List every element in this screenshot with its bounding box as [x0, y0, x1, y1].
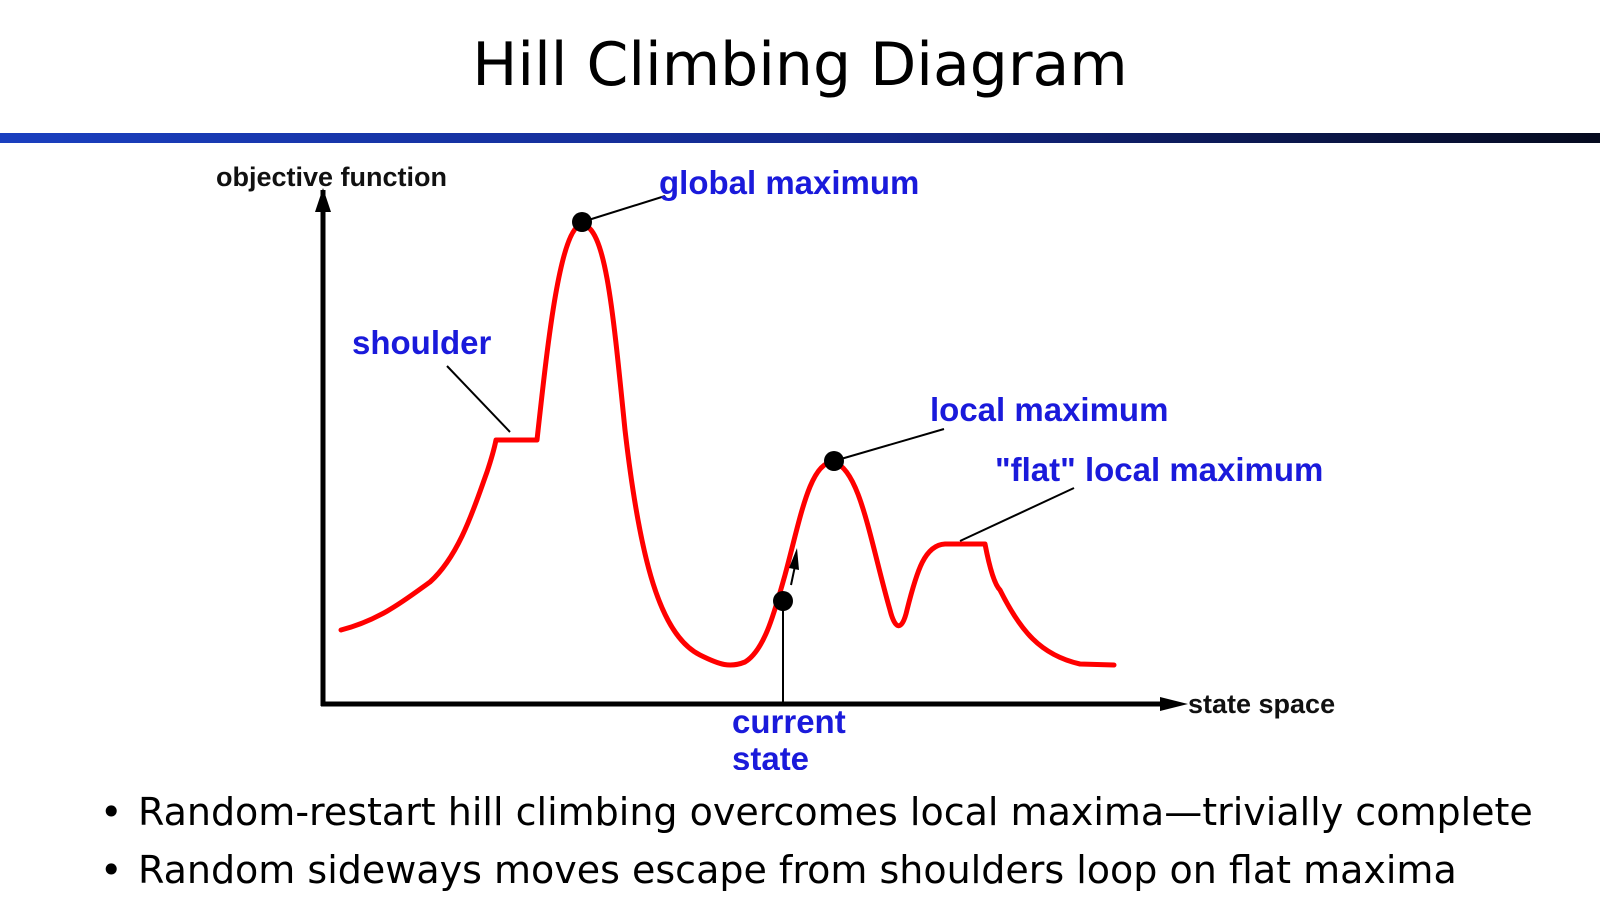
current-state-point: [773, 591, 793, 611]
objective-curve: [338, 221, 1117, 668]
current-state-label-line2: state: [732, 740, 809, 770]
global-maximum-label: global maximum: [659, 164, 919, 201]
bullet-item: Random sideways moves escape from should…: [100, 841, 1533, 899]
move-direction-arrowhead: [789, 548, 799, 570]
global-maximum-leader: [581, 195, 666, 223]
y-axis-arrowhead: [315, 188, 331, 212]
bullet-list: Random-restart hill climbing overcomes l…: [100, 783, 1533, 899]
x-axis-arrowhead: [1160, 697, 1188, 711]
flat-local-maximum-leader: [959, 487, 1075, 542]
local-maximum-label: local maximum: [930, 391, 1168, 428]
local-maximum-point: [824, 451, 844, 471]
global-maximum-point: [572, 212, 592, 232]
current-state-label-line1: current: [732, 703, 846, 740]
local-maximum-leader: [833, 428, 945, 462]
slide-title: Hill Climbing Diagram: [472, 30, 1128, 100]
move-direction-arrow: [790, 565, 796, 586]
title-rule: [0, 133, 1600, 143]
shoulder-label: shoulder: [352, 324, 492, 361]
hill-climbing-diagram: objective function state space global ma…: [216, 162, 1335, 770]
shoulder-leader: [446, 365, 511, 433]
flat-local-maximum-label: "flat" local maximum: [995, 451, 1323, 488]
bullet-item: Random-restart hill climbing overcomes l…: [100, 783, 1533, 841]
y-axis-label: objective function: [216, 162, 447, 192]
x-axis-label: state space: [1188, 689, 1335, 719]
